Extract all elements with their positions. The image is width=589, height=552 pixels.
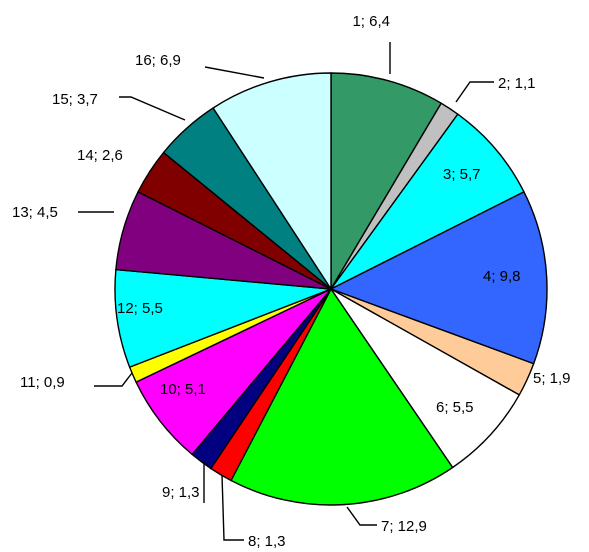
data-label-15: 15; 3,7 <box>52 91 98 108</box>
leader-line-8 <box>221 474 244 541</box>
data-label-3: 3; 5,7 <box>443 166 481 183</box>
data-label-16: 16; 6,9 <box>135 52 181 69</box>
data-label-14: 14; 2,6 <box>77 147 123 164</box>
leader-line-7 <box>346 506 377 526</box>
data-label-13: 13; 4,5 <box>12 204 58 221</box>
pie-slice-1 <box>330 72 442 290</box>
data-label-4: 4; 9,8 <box>483 268 521 285</box>
leader-line-16 <box>204 66 265 79</box>
leader-line-2 <box>455 81 494 103</box>
pie-slice-6 <box>330 288 520 469</box>
data-label-10: 10; 5,1 <box>160 381 206 398</box>
pie-slice-3 <box>330 113 525 290</box>
pie-slices <box>114 72 548 506</box>
pie-slice-12 <box>114 268 332 368</box>
data-label-6: 6; 5,5 <box>436 399 474 416</box>
data-labels: 1; 6,4 2; 1,1 3; 5,7 4; 9,8 5; 1,9 6; 5,5 7; 1… <box>12 13 571 550</box>
data-label-2: 2; 1,1 <box>498 75 536 92</box>
pie-slice-4 <box>330 191 548 365</box>
leader-line-15 <box>119 96 186 121</box>
data-label-12: 12; 5,5 <box>117 300 163 317</box>
data-label-11: 11; 0,9 <box>20 374 65 391</box>
leader-lines <box>78 42 494 541</box>
data-label-1: 1; 6,4 <box>352 13 390 30</box>
data-label-7: 7; 12,9 <box>381 518 427 535</box>
data-label-8: 8; 1,3 <box>248 533 286 550</box>
leader-line-11 <box>94 372 133 387</box>
pie-slice-7 <box>230 288 454 506</box>
data-label-9: 9; 1,3 <box>162 484 200 501</box>
data-label-5: 5; 1,9 <box>533 370 571 387</box>
pie-slice-16 <box>212 72 332 290</box>
